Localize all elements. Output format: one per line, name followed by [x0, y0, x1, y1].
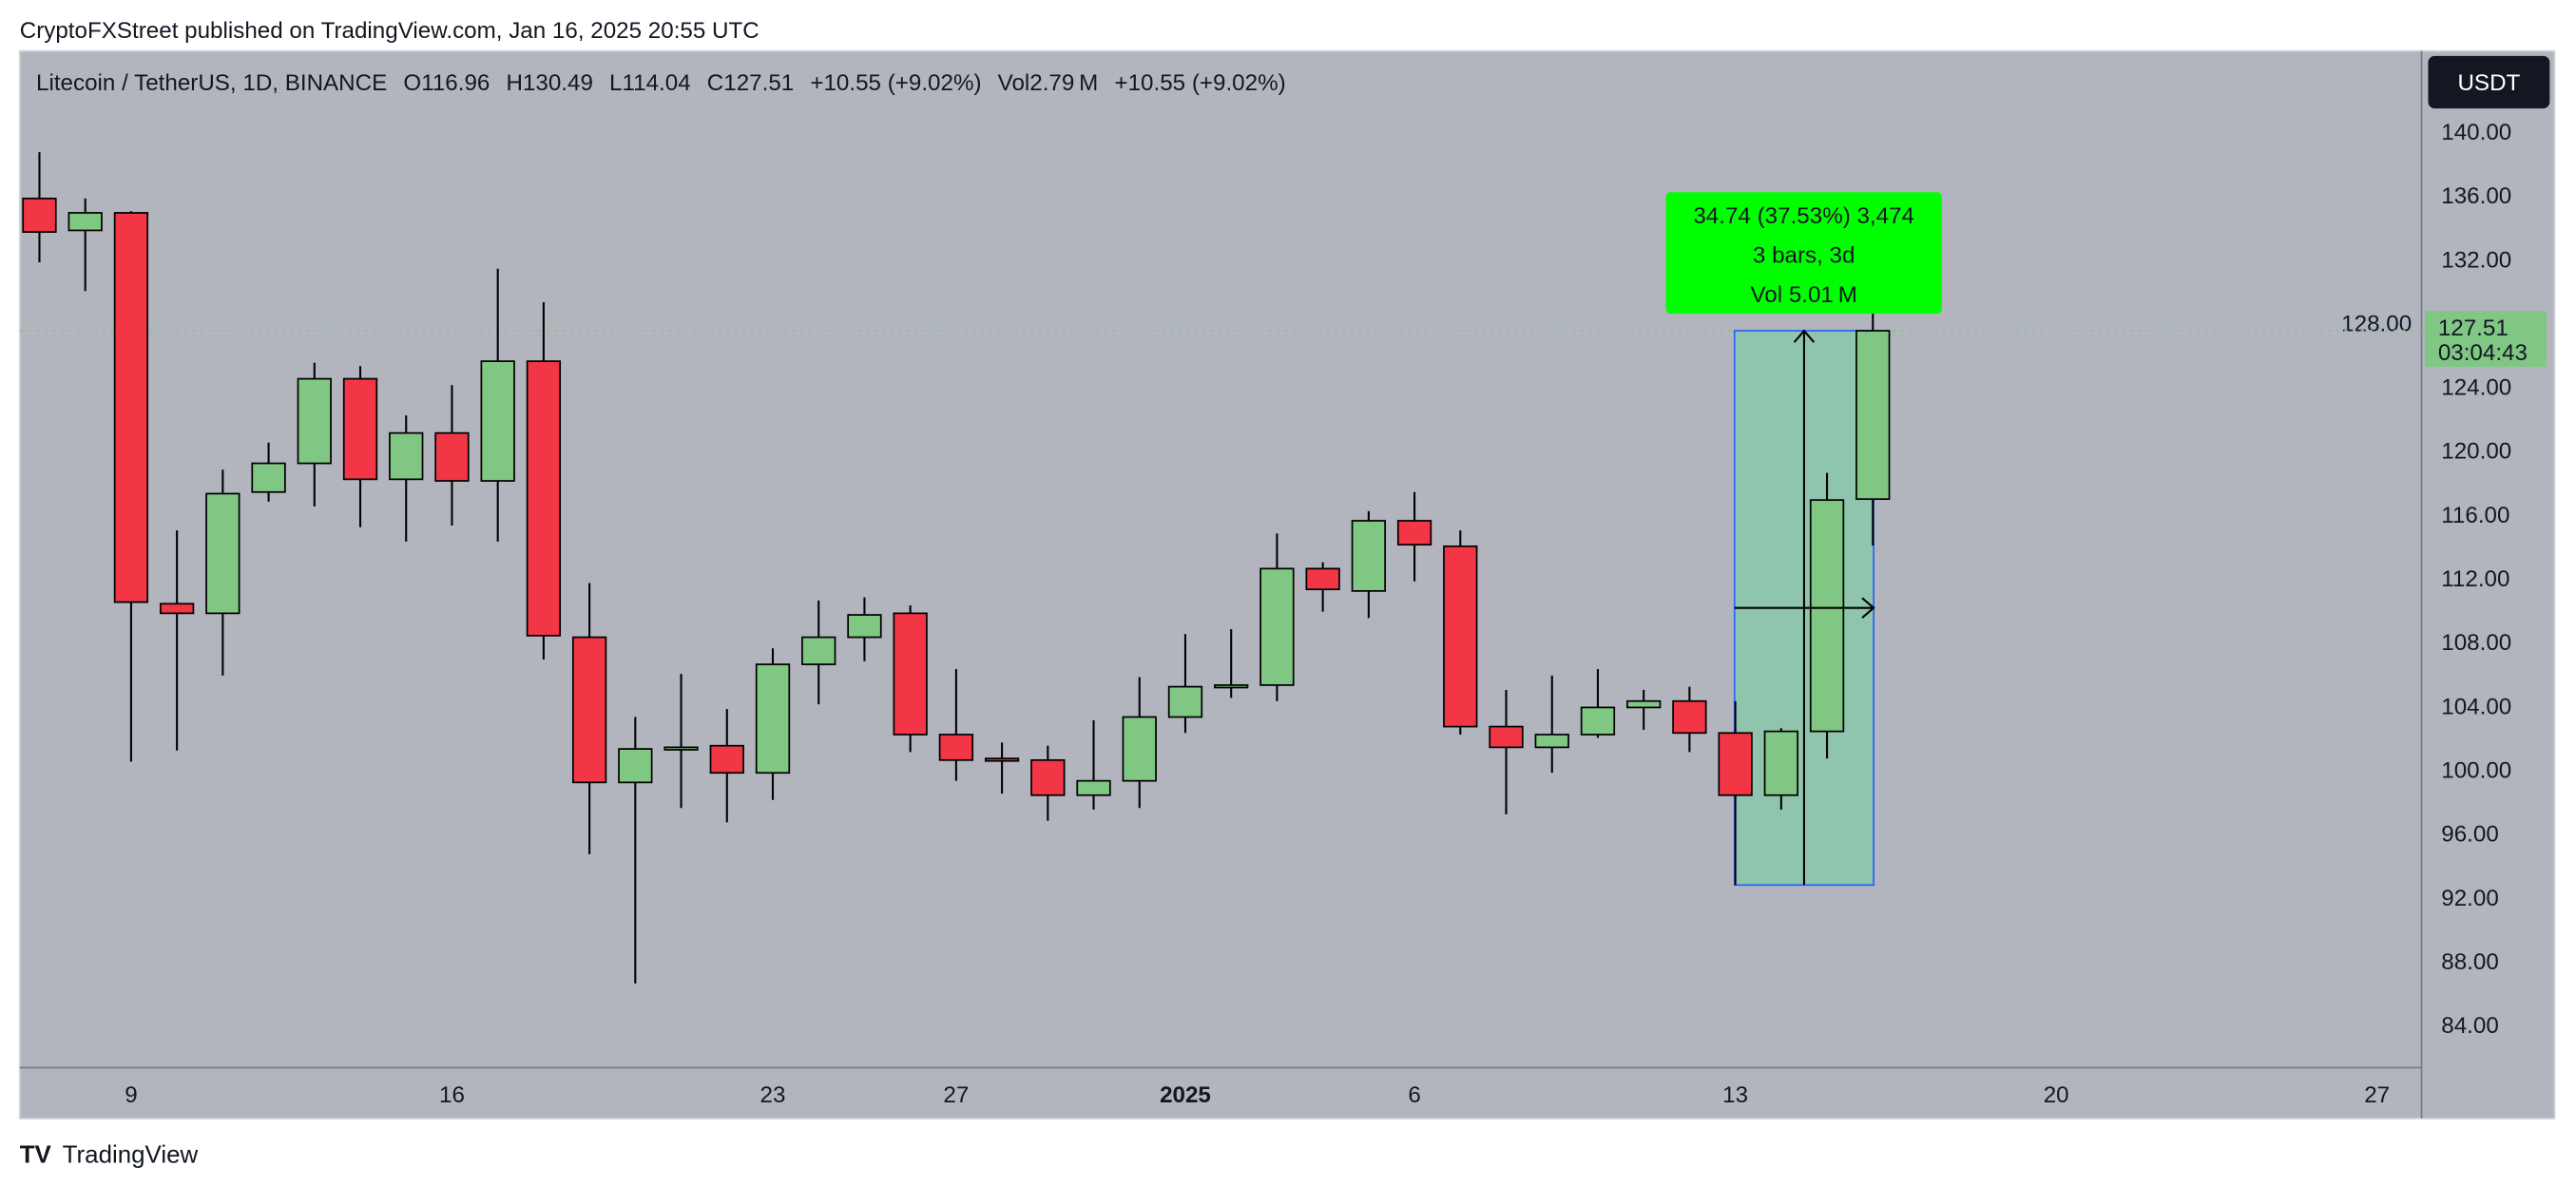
- price-tick-label: 128.00: [2341, 311, 2412, 336]
- candle-up: [1214, 684, 1249, 689]
- time-tick-label: 2025: [1160, 1082, 1211, 1108]
- candle-up: [1076, 779, 1111, 796]
- tradingview-logo[interactable]: TV TradingView: [20, 1142, 199, 1169]
- measure-tooltip-bg: [1665, 192, 1942, 315]
- candle-up: [480, 360, 515, 482]
- candle-up: [1855, 330, 1891, 501]
- price-tick-label: 96.00: [2441, 822, 2499, 848]
- candle-down: [984, 757, 1020, 762]
- measure-bars: 3 bars, 3d: [1753, 243, 1855, 269]
- legend-close: C127.51: [707, 70, 794, 96]
- candle-down: [434, 431, 470, 482]
- legend-volume: Vol2.79 M: [998, 70, 1099, 96]
- candle-down: [1443, 545, 1478, 728]
- candle-down: [1305, 567, 1340, 591]
- candle-up: [1351, 520, 1387, 592]
- time-tick-label: 23: [760, 1082, 786, 1108]
- price-tick-label: 100.00: [2441, 758, 2511, 784]
- legend-volume-change: +10.55 (+9.02%): [1114, 70, 1285, 96]
- price-tick-label: 120.00: [2441, 439, 2511, 465]
- price-tick-label: 104.00: [2441, 694, 2511, 719]
- candle-down: [893, 612, 928, 736]
- candle-up: [67, 212, 103, 232]
- candle-down: [342, 377, 378, 481]
- last-price-label: 127.51 03:04:43: [2424, 311, 2547, 368]
- candle-down: [1396, 520, 1432, 546]
- tv-brand: TradingView: [63, 1142, 199, 1169]
- candle-up: [1763, 730, 1798, 796]
- price-tick-label: 112.00: [2441, 566, 2509, 592]
- measure-arrows: [1734, 329, 1875, 886]
- price-axis[interactable]: 84.00 88.00 92.00 96.00 100.00 104.00 108.00 11…: [2341, 120, 2511, 1039]
- candle-down: [22, 197, 57, 233]
- time-tick-label: 20: [2044, 1082, 2069, 1108]
- currency-button[interactable]: USDT: [2428, 55, 2550, 109]
- candle-up: [847, 614, 882, 639]
- candle-up: [801, 636, 836, 665]
- candle-up: [1259, 567, 1295, 686]
- candle-down: [571, 636, 607, 784]
- measure-tooltip: 34.74 (37.53%) 3,474 3 bars, 3d Vol 5.01…: [1665, 192, 1942, 315]
- candle-up: [205, 492, 240, 615]
- time-tick-label: 27: [943, 1082, 969, 1108]
- candle-up: [1580, 706, 1616, 736]
- candle-up: [389, 431, 424, 481]
- published-header: CryptoFXStreet published on TradingView.…: [20, 18, 759, 44]
- price-tick-label: 116.00: [2441, 503, 2509, 528]
- price-tick-label: 88.00: [2441, 949, 2499, 975]
- candle-down: [1489, 725, 1524, 749]
- tv-logo-icon: TV: [20, 1142, 52, 1169]
- candle-up: [1534, 734, 1569, 749]
- candle-up: [618, 748, 653, 784]
- price-tick-label: 124.00: [2441, 375, 2511, 401]
- measure-volume: Vol 5.01 M: [1750, 282, 1856, 308]
- symbol-legend: Litecoin / TetherUS, 1D, BINANCE O116.96…: [36, 70, 1286, 96]
- candle-up: [1809, 499, 1845, 733]
- candle-down: [1672, 699, 1707, 735]
- candle-down: [1718, 732, 1753, 796]
- candle-down: [159, 603, 195, 615]
- legend-open: O116.96: [403, 70, 490, 96]
- price-tick-label: 132.00: [2441, 247, 2511, 273]
- legend-high: H130.49: [506, 70, 592, 96]
- price-tick-label: 92.00: [2441, 886, 2499, 911]
- time-tick-label: 27: [2364, 1082, 2390, 1108]
- last-price-value: 127.51: [2438, 316, 2509, 341]
- candle-down: [526, 360, 562, 637]
- candles: [22, 152, 1891, 984]
- time-tick-label: 13: [1722, 1082, 1748, 1108]
- price-tick-label: 140.00: [2441, 120, 2511, 145]
- candle-up: [663, 746, 699, 751]
- legend-low: L114.04: [609, 70, 691, 96]
- bar-countdown: 03:04:43: [2438, 340, 2528, 366]
- candle-up: [1167, 685, 1203, 718]
- candle-down: [709, 744, 744, 775]
- measure-horizontal-arrow-icon: [1734, 597, 1875, 619]
- candle-down: [1030, 758, 1066, 796]
- symbol-name[interactable]: Litecoin / TetherUS, 1D, BINANCE: [36, 70, 387, 96]
- time-tick-label: 9: [125, 1082, 137, 1108]
- candle-up: [755, 663, 791, 775]
- candle-down: [938, 734, 974, 761]
- time-axis[interactable]: 9 16 23 27 2025 6 13 20 27: [125, 1082, 2390, 1108]
- legend-change: +10.55 (+9.02%): [810, 70, 981, 96]
- measure-change: 34.74 (37.53%) 3,474: [1693, 203, 1914, 229]
- candle-up: [251, 462, 286, 493]
- candle-down: [113, 212, 149, 603]
- currency-label[interactable]: USDT: [2457, 70, 2520, 96]
- candle-up: [297, 377, 332, 465]
- candle-up: [1122, 716, 1157, 782]
- price-tick-label: 108.00: [2441, 630, 2511, 656]
- price-tick-label: 84.00: [2441, 1013, 2499, 1039]
- time-tick-label: 16: [439, 1082, 465, 1108]
- candle-up: [1626, 699, 1662, 709]
- price-tick-label: 136.00: [2441, 183, 2511, 209]
- time-tick-label: 6: [1408, 1082, 1420, 1108]
